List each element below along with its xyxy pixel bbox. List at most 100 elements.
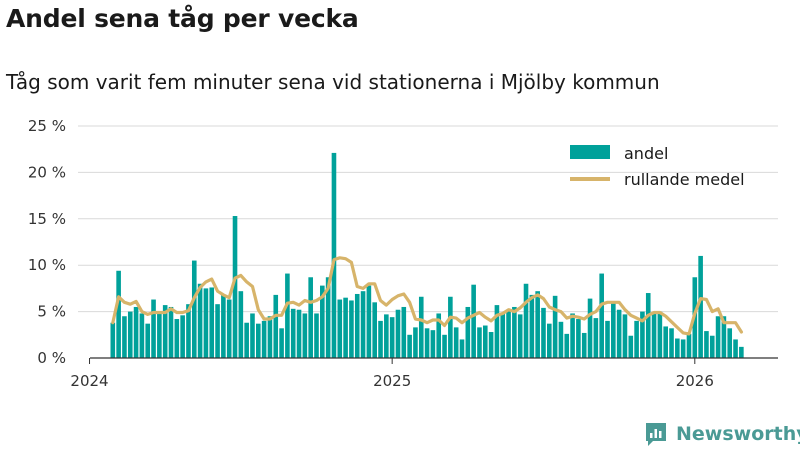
y-tick-label: 0 %	[37, 349, 66, 367]
bar-andel	[558, 321, 564, 358]
bar-andel	[378, 320, 383, 358]
bar-andel	[424, 328, 430, 358]
bar-andel	[418, 296, 424, 358]
bar-andel	[133, 306, 139, 358]
bar-andel	[162, 305, 168, 358]
bar-andel	[256, 323, 261, 358]
bar-andel	[535, 291, 540, 358]
y-tick-label: 15 %	[28, 210, 66, 228]
bar-andel	[552, 295, 558, 358]
bar-andel	[477, 327, 482, 358]
legend-label-rullande-medel: rullande medel	[624, 170, 745, 189]
bar-andel	[191, 260, 197, 358]
bar-andel	[261, 320, 267, 358]
bar-andel	[686, 333, 692, 358]
bar-andel	[366, 285, 372, 358]
legend: andel rullande medel	[570, 144, 745, 189]
bar-andel	[465, 306, 471, 358]
bar-andel	[436, 313, 442, 358]
bar-andel	[599, 273, 604, 358]
bar-andel	[640, 311, 645, 358]
bar-andel	[645, 293, 651, 358]
bar-andel	[174, 319, 180, 358]
line-series-rullande-medel	[111, 256, 744, 336]
bar-andel	[122, 316, 127, 358]
bar-andel	[145, 323, 151, 358]
bar-andel	[506, 309, 511, 358]
bar-andel	[389, 317, 395, 358]
bar-andel	[430, 330, 436, 358]
bar-andel	[576, 319, 581, 358]
bar-andel	[244, 322, 249, 358]
line-rullande-medel	[111, 256, 744, 336]
bar-andel	[116, 270, 121, 358]
bar-andel	[279, 328, 284, 358]
bar-andel	[308, 277, 313, 358]
bar-andel	[715, 316, 721, 358]
bar-andel	[663, 326, 668, 358]
bar-andel	[512, 306, 517, 358]
bar-andel	[180, 315, 185, 358]
bar-andel	[168, 306, 174, 358]
x-tick-label: 2026	[676, 372, 714, 390]
bar-andel	[209, 287, 215, 358]
x-tick-label: 2025	[373, 372, 411, 390]
y-tick-label: 20 %	[28, 163, 66, 181]
bar-andel	[197, 283, 203, 358]
bar-andel	[448, 296, 453, 358]
bar-andel	[453, 327, 459, 358]
bar-andel	[250, 313, 255, 358]
bar-andel	[372, 302, 377, 358]
bar-andel	[564, 333, 570, 358]
legend-label-andel: andel	[624, 144, 668, 163]
bar-andel	[704, 331, 709, 358]
bar-andel	[657, 311, 663, 358]
bar-andel	[232, 216, 238, 358]
bar-andel	[529, 294, 535, 358]
bar-andel	[407, 334, 412, 358]
gridlines	[78, 125, 778, 313]
bar-andel	[680, 339, 686, 358]
bar-andel	[360, 291, 366, 358]
x-tick-label: 2024	[70, 372, 108, 390]
chart-subtitle: Tåg som varit fem minuter sena vid stati…	[6, 70, 660, 94]
brand-logo: Newsworthy	[644, 420, 800, 448]
bar-andel	[651, 313, 657, 358]
bar-andel	[709, 335, 715, 358]
legend-swatch-andel	[570, 145, 610, 159]
bar-andel	[587, 298, 593, 358]
bar-andel	[523, 283, 529, 358]
axes: 0 % 5 % 10 % 15 % 20 % 25 % 2024 2025 2026	[28, 117, 778, 390]
bar-andel	[139, 313, 145, 358]
bar-andel	[331, 152, 337, 358]
bar-andel	[733, 339, 738, 358]
bar-andel	[354, 293, 360, 358]
bar-andel	[581, 332, 587, 358]
bar-andel	[739, 346, 744, 358]
bar-andel	[401, 306, 407, 358]
bar-andel	[337, 299, 343, 358]
bar-andel	[442, 334, 447, 358]
bar-andel	[186, 304, 191, 358]
bar-andel	[547, 323, 552, 358]
y-tick-label: 10 %	[28, 256, 66, 274]
bar-andel	[727, 328, 733, 358]
bar-andel	[698, 255, 703, 358]
brand-name: Newsworthy	[676, 423, 800, 445]
bar-andel	[215, 304, 220, 358]
bar-andel	[302, 313, 308, 358]
chart-title: Andel sena tåg per vecka	[6, 4, 359, 33]
bar-andel	[541, 307, 546, 358]
bar-andel	[482, 325, 488, 358]
bar-andel	[273, 294, 279, 358]
y-tick-label: 5 %	[37, 303, 66, 321]
bar-andel	[593, 318, 599, 358]
bar-andel	[605, 320, 610, 358]
bar-andel	[314, 313, 319, 358]
bar-andel	[226, 299, 232, 358]
bar-andel	[157, 311, 162, 358]
bar-andel	[127, 311, 133, 358]
bar-andel	[151, 299, 156, 358]
bar-andel	[669, 328, 674, 358]
